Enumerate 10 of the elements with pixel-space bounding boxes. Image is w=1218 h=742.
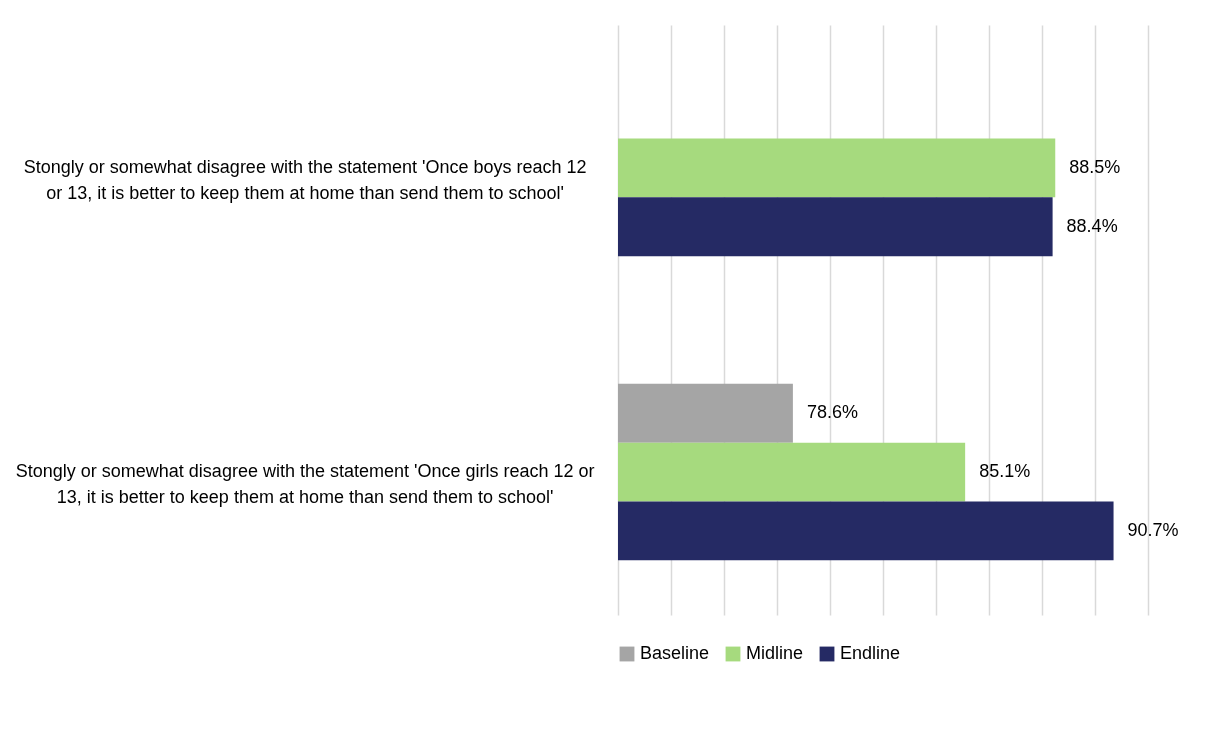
data-label: 90.7% (1127, 519, 1179, 540)
data-label: 88.5% (1069, 156, 1121, 177)
y-tick-label: Stongly or somewhat disagree with the statement 'Once girls reach 12 or 13, it is better to keep them at home than send them to school' (15, 461, 595, 508)
y-tick-label: Stongly or somewhat disagree with the statement 'Once boys reach 12 or 13, it is better to keep them at home than send them to school' (23, 156, 587, 203)
legend-label: Midline (746, 643, 804, 663)
data-label: 88.4% (1066, 215, 1118, 236)
legend-label: Endline (840, 643, 901, 663)
legend-label: Baseline (640, 643, 710, 663)
data-label: 78.6% (806, 402, 858, 423)
data-label: 85.1% (979, 461, 1031, 482)
